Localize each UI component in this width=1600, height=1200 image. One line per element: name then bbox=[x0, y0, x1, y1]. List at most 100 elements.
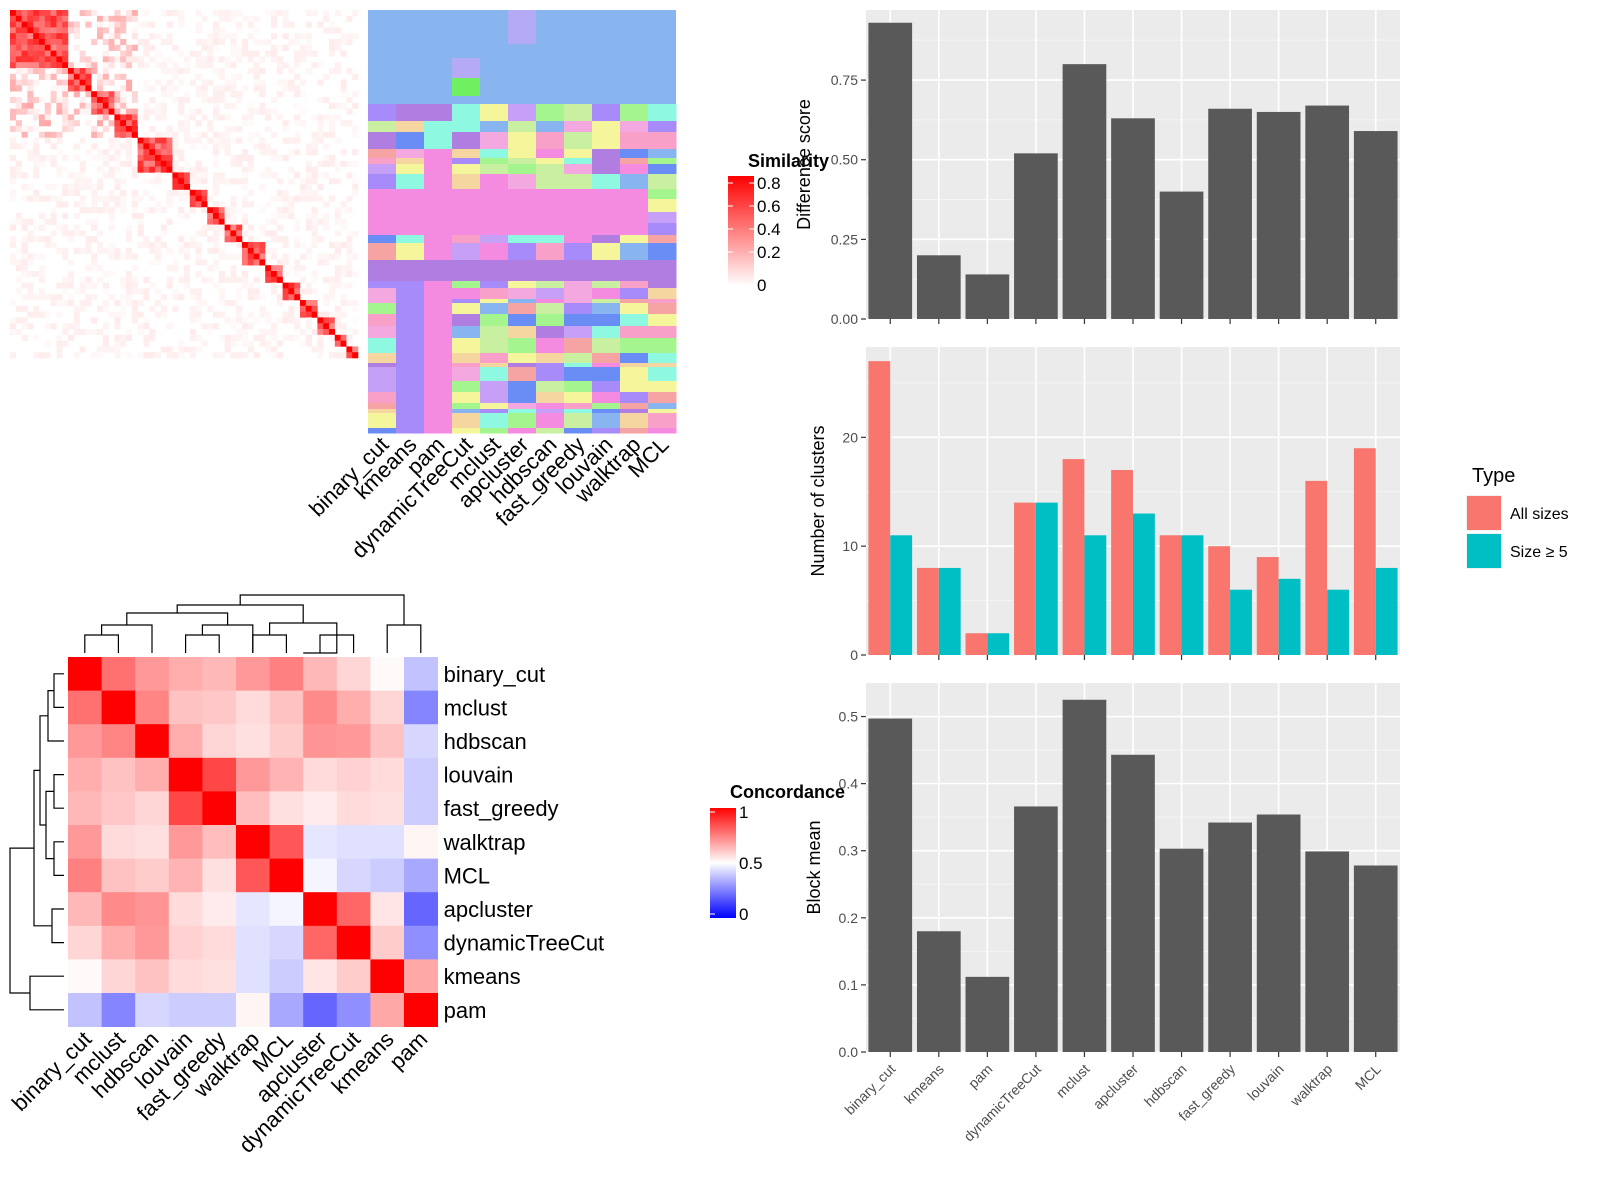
similarity-cell bbox=[276, 276, 283, 283]
similarity-cell bbox=[149, 33, 156, 40]
similarity-cell bbox=[10, 108, 17, 115]
similarity-cell bbox=[21, 143, 28, 150]
similarity-cell bbox=[62, 108, 69, 115]
similarity-cell bbox=[288, 305, 295, 312]
concordance-cell bbox=[68, 791, 102, 826]
similarity-cell bbox=[230, 300, 237, 307]
similarity-cell bbox=[178, 50, 185, 57]
similarity-cell bbox=[10, 236, 17, 243]
similarity-cell bbox=[346, 346, 353, 353]
cluster-cell bbox=[648, 235, 677, 244]
similarity-cell bbox=[224, 62, 231, 69]
similarity-cell bbox=[282, 253, 289, 260]
cluster-cell bbox=[508, 121, 537, 133]
similarity-cell bbox=[213, 247, 220, 254]
similarity-cell bbox=[33, 236, 40, 243]
similarity-cell bbox=[73, 85, 80, 92]
similarity-cell bbox=[224, 334, 231, 341]
similarity-heatmap bbox=[10, 10, 359, 359]
similarity-cell bbox=[155, 311, 162, 318]
similarity-legend-label: 0.2 bbox=[757, 243, 781, 262]
cluster-cell bbox=[620, 174, 649, 190]
similarity-cell bbox=[247, 311, 254, 318]
similarity-cell bbox=[73, 311, 80, 318]
left-dendrogram-branch bbox=[29, 975, 64, 1011]
similarity-cell bbox=[218, 294, 225, 301]
similarity-cell bbox=[230, 352, 237, 359]
similarity-cell bbox=[236, 242, 243, 249]
cluster-cell bbox=[396, 381, 425, 393]
y-axis-title: Difference score bbox=[794, 99, 814, 230]
similarity-cell bbox=[155, 242, 162, 249]
cluster-cell bbox=[480, 149, 509, 159]
similarity-cell bbox=[218, 97, 225, 104]
similarity-cell bbox=[265, 218, 272, 225]
similarity-cell bbox=[73, 184, 80, 191]
cluster-cell bbox=[620, 299, 649, 304]
similarity-cell bbox=[311, 62, 318, 69]
similarity-cell bbox=[259, 91, 266, 98]
cluster-cell bbox=[508, 403, 537, 410]
similarity-cell bbox=[73, 143, 80, 150]
similarity-cell bbox=[346, 207, 353, 214]
similarity-cell bbox=[50, 27, 57, 34]
bar bbox=[1305, 851, 1350, 1052]
similarity-cell bbox=[68, 300, 75, 307]
concordance-cell bbox=[404, 925, 438, 960]
similarity-cell bbox=[68, 294, 75, 301]
similarity-cell bbox=[201, 189, 208, 196]
similarity-cell bbox=[85, 149, 92, 156]
similarity-cell bbox=[68, 323, 75, 330]
similarity-cell bbox=[184, 97, 191, 104]
similarity-cell bbox=[230, 317, 237, 324]
similarity-cell bbox=[271, 247, 278, 254]
similarity-cell bbox=[276, 317, 283, 324]
concordance-cell bbox=[236, 791, 270, 826]
cluster-cell bbox=[368, 413, 397, 429]
similarity-cell bbox=[85, 120, 92, 127]
similarity-cell bbox=[282, 213, 289, 220]
similarity-cell bbox=[230, 218, 237, 225]
similarity-cell bbox=[294, 73, 301, 80]
similarity-cell bbox=[317, 236, 324, 243]
similarity-cell bbox=[172, 68, 179, 75]
similarity-cell bbox=[195, 73, 202, 80]
similarity-cell bbox=[27, 44, 34, 51]
similarity-cell bbox=[323, 218, 330, 225]
cluster-cell bbox=[564, 164, 593, 175]
cluster-cell bbox=[452, 212, 481, 224]
similarity-cell bbox=[108, 172, 115, 179]
similarity-cell bbox=[15, 160, 22, 167]
similarity-cell bbox=[62, 300, 69, 307]
similarity-cell bbox=[73, 230, 80, 237]
concordance-legend: Concordance 10.50 bbox=[710, 782, 845, 924]
similarity-cell bbox=[213, 44, 220, 51]
similarity-cell bbox=[155, 178, 162, 185]
similarity-cell bbox=[172, 172, 179, 179]
similarity-cell bbox=[120, 39, 127, 46]
bar bbox=[1111, 118, 1155, 319]
similarity-cell bbox=[265, 143, 272, 150]
cluster-cell bbox=[648, 288, 677, 300]
similarity-cell bbox=[108, 311, 115, 318]
similarity-cell bbox=[149, 334, 156, 341]
similarity-cell bbox=[79, 79, 86, 86]
similarity-cell bbox=[126, 300, 133, 307]
cluster-cell bbox=[620, 164, 649, 175]
cluster-cell bbox=[508, 428, 537, 434]
cluster-cell bbox=[424, 409, 453, 414]
similarity-cell bbox=[294, 305, 301, 312]
similarity-cell bbox=[120, 91, 127, 98]
similarity-cell bbox=[213, 27, 220, 34]
similarity-cell bbox=[323, 97, 330, 104]
similarity-cell bbox=[276, 189, 283, 196]
similarity-cell bbox=[108, 62, 115, 69]
similarity-cell bbox=[131, 300, 138, 307]
left-dendrogram-branch bbox=[33, 769, 52, 927]
similarity-cell bbox=[259, 172, 266, 179]
similarity-cell bbox=[294, 195, 301, 202]
similarity-cell bbox=[120, 160, 127, 167]
similarity-cell bbox=[253, 276, 260, 283]
similarity-cell bbox=[21, 21, 28, 28]
